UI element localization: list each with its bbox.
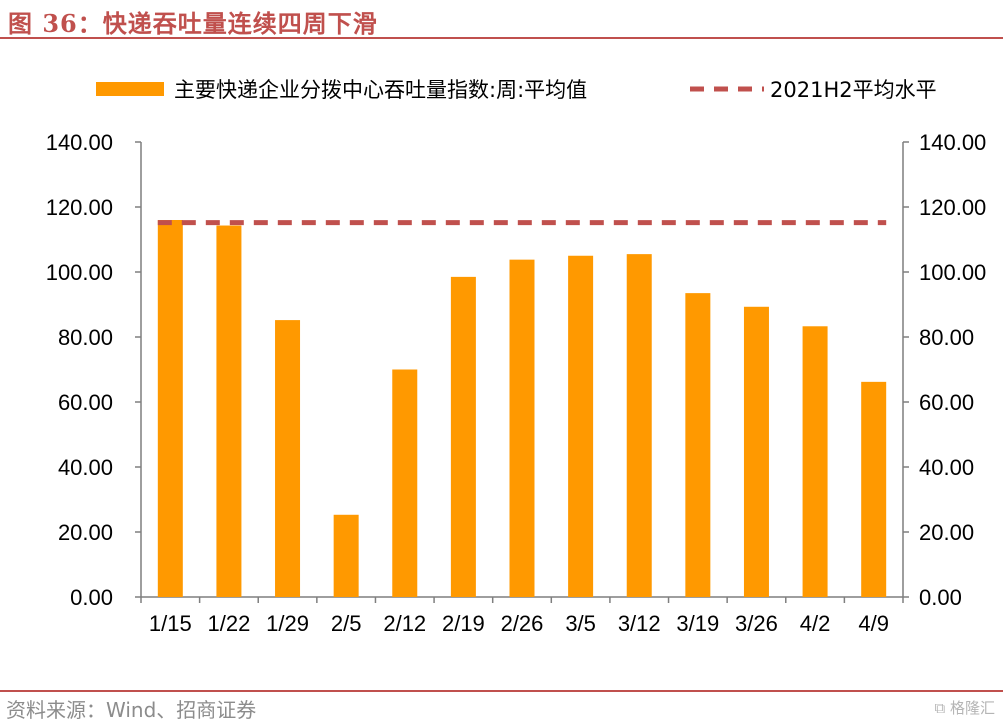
x-tick-label: 2/5	[331, 611, 362, 636]
y-tick-label-left: 140.00	[46, 130, 113, 155]
y-tick-label-right: 100.00	[919, 260, 986, 285]
y-tick-label-right: 20.00	[919, 520, 974, 545]
x-tick-labels: 1/15 1/22 1/29 2/5 2/12 2/19 2/26 3/5 3/12 3/19 3/…	[149, 611, 889, 636]
y-tick-label-right: 80.00	[919, 325, 974, 350]
axes: 0.00 0.00 20.00 20.00 40.00 40.00 60.00 60.00 80…	[46, 130, 987, 610]
y-tick-label-right: 140.00	[919, 130, 986, 155]
x-tick-label: 3/19	[676, 611, 719, 636]
y-tick-label-right: 120.00	[919, 195, 986, 220]
watermark-logo: ⧉ 格隆汇	[934, 697, 995, 718]
bar	[685, 293, 711, 597]
y-tick-label-left: 80.00	[58, 325, 113, 350]
y-tick-label-left: 120.00	[46, 195, 113, 220]
bar	[802, 326, 828, 597]
bars-group	[157, 220, 887, 597]
x-tick-label: 4/2	[800, 611, 831, 636]
y-tick-label-left: 60.00	[58, 390, 113, 415]
bar	[157, 220, 183, 597]
source-note: 资料来源：Wind、招商证券	[6, 698, 257, 722]
y-tick-label-right: 0.00	[919, 585, 962, 610]
x-tick-label: 3/12	[618, 611, 661, 636]
bar	[275, 320, 301, 597]
y-tick-label-left: 40.00	[58, 455, 113, 480]
legend-swatch-bar	[96, 82, 164, 96]
bar	[568, 255, 594, 597]
watermark-icon: ⧉	[934, 699, 946, 717]
chart-title: 图 36：快递吞吐量连续四周下滑	[8, 9, 378, 38]
x-tick-label: 2/26	[501, 611, 544, 636]
bar	[216, 225, 242, 597]
legend: 主要快递企业分拨中心吞吐量指数:周:平均值 2021H2平均水平	[96, 78, 937, 102]
bar-chart: 主要快递企业分拨中心吞吐量指数:周:平均值 2021H2平均水平 0.00 0.00…	[46, 78, 987, 636]
legend-label-line: 2021H2平均水平	[770, 78, 937, 102]
y-tick-label-left: 0.00	[70, 585, 113, 610]
y-tick-label-left: 100.00	[46, 260, 113, 285]
x-tick-label: 1/15	[149, 611, 192, 636]
x-tick-label: 2/12	[383, 611, 426, 636]
y-tick-label-right: 60.00	[919, 390, 974, 415]
y-tick-label-right: 40.00	[919, 455, 974, 480]
x-tick-label: 1/22	[208, 611, 251, 636]
x-tick-label: 1/29	[266, 611, 309, 636]
bar	[392, 369, 418, 597]
legend-label-bar: 主要快递企业分拨中心吞吐量指数:周:平均值	[174, 78, 587, 102]
x-tick-label: 3/26	[735, 611, 778, 636]
bar	[743, 306, 769, 597]
watermark-text: 格隆汇	[949, 699, 995, 717]
bar	[450, 276, 476, 597]
bar	[861, 381, 887, 597]
x-tick-label: 2/19	[442, 611, 485, 636]
bar	[626, 254, 652, 597]
bar	[509, 259, 535, 597]
title-divider	[0, 37, 1003, 39]
x-tick-label: 4/9	[858, 611, 889, 636]
footer-divider	[0, 690, 1003, 692]
x-tick-label: 3/5	[565, 611, 596, 636]
y-tick-label-left: 20.00	[58, 520, 113, 545]
bar	[333, 514, 359, 597]
